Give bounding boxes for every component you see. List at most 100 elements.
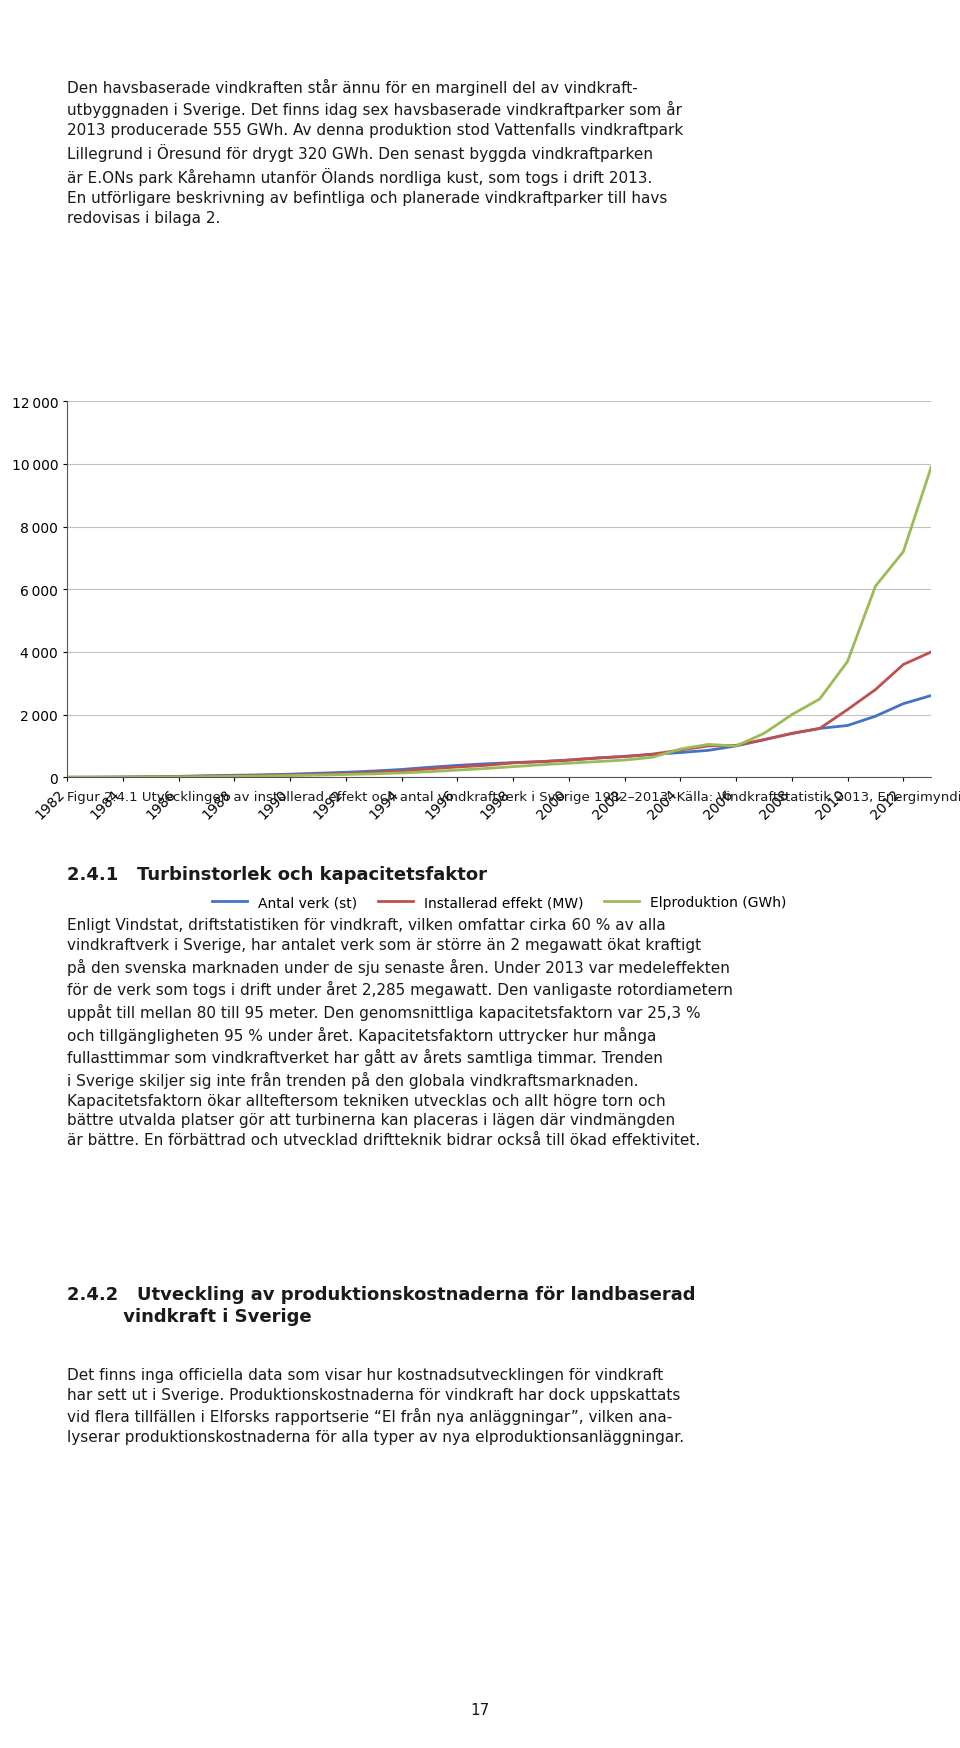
Elproduktion (GWh) <box>423 762 435 783</box>
Elproduktion (GWh) <box>312 766 324 787</box>
Elproduktion (GWh) <box>619 750 631 771</box>
Line: Elproduktion (GWh): Elproduktion (GWh) <box>67 468 931 778</box>
Antal verk (st) <box>508 753 519 774</box>
Antal verk (st) <box>284 764 296 785</box>
Legend: Antal verk (st), Installerad effekt (MW), Elproduktion (GWh): Antal verk (st), Installerad effekt (MW)… <box>206 890 792 916</box>
Line: Installerad effekt (MW): Installerad effekt (MW) <box>67 652 931 778</box>
Installerad effekt (MW) <box>731 736 742 757</box>
Line: Antal verk (st): Antal verk (st) <box>67 696 931 778</box>
Antal verk (st) <box>647 745 659 766</box>
Installerad effekt (MW) <box>814 718 826 739</box>
Text: Figur 2.4.1 Utvecklingen av installerad effekt och antal vindkraftverk i Sverige: Figur 2.4.1 Utvecklingen av installerad … <box>67 790 960 802</box>
Installerad effekt (MW) <box>201 766 212 787</box>
Installerad effekt (MW) <box>703 736 714 757</box>
Elproduktion (GWh) <box>451 760 463 781</box>
Installerad effekt (MW) <box>145 767 156 788</box>
Elproduktion (GWh) <box>228 766 240 787</box>
Installerad effekt (MW) <box>256 766 268 787</box>
Antal verk (st) <box>731 736 742 757</box>
Elproduktion (GWh) <box>508 757 519 778</box>
Antal verk (st) <box>675 743 686 764</box>
Antal verk (st) <box>925 685 937 706</box>
Elproduktion (GWh) <box>925 458 937 479</box>
Installerad effekt (MW) <box>312 764 324 785</box>
Installerad effekt (MW) <box>61 767 73 788</box>
Elproduktion (GWh) <box>758 724 770 745</box>
Antal verk (st) <box>479 753 491 774</box>
Antal verk (st) <box>758 731 770 752</box>
Installerad effekt (MW) <box>925 642 937 662</box>
Installerad effekt (MW) <box>675 739 686 760</box>
Antal verk (st) <box>898 694 909 715</box>
Antal verk (st) <box>591 748 603 769</box>
Elproduktion (GWh) <box>479 759 491 780</box>
Installerad effekt (MW) <box>284 766 296 787</box>
Installerad effekt (MW) <box>423 759 435 780</box>
Elproduktion (GWh) <box>536 755 547 776</box>
Elproduktion (GWh) <box>89 767 101 788</box>
Antal verk (st) <box>89 767 101 788</box>
Antal verk (st) <box>173 766 184 787</box>
Text: 2.4.2   Utveckling av produktionskostnaderna för landbaserad
         vindkraft : 2.4.2 Utveckling av produktionskostnader… <box>67 1285 696 1325</box>
Elproduktion (GWh) <box>564 753 575 774</box>
Text: Enligt Vindstat, driftstatistiken för vindkraft, vilken omfattar cirka 60 % av a: Enligt Vindstat, driftstatistiken för vi… <box>67 918 733 1147</box>
Installerad effekt (MW) <box>758 731 770 752</box>
Installerad effekt (MW) <box>340 764 351 785</box>
Elproduktion (GWh) <box>284 766 296 787</box>
Installerad effekt (MW) <box>368 762 379 783</box>
Installerad effekt (MW) <box>228 766 240 787</box>
Installerad effekt (MW) <box>536 752 547 773</box>
Antal verk (st) <box>842 715 853 736</box>
Antal verk (st) <box>564 750 575 771</box>
Text: Det finns inga officiella data som visar hur kostnadsutvecklingen för vindkraft
: Det finns inga officiella data som visar… <box>67 1367 684 1444</box>
Installerad effekt (MW) <box>786 724 798 745</box>
Elproduktion (GWh) <box>591 752 603 773</box>
Installerad effekt (MW) <box>396 760 407 781</box>
Antal verk (st) <box>619 746 631 767</box>
Installerad effekt (MW) <box>508 753 519 774</box>
Installerad effekt (MW) <box>591 748 603 769</box>
Elproduktion (GWh) <box>201 767 212 788</box>
Elproduktion (GWh) <box>703 734 714 755</box>
Elproduktion (GWh) <box>814 689 826 710</box>
Antal verk (st) <box>368 760 379 781</box>
Installerad effekt (MW) <box>479 755 491 776</box>
Installerad effekt (MW) <box>117 767 129 788</box>
Antal verk (st) <box>396 760 407 781</box>
Installerad effekt (MW) <box>870 680 881 701</box>
Elproduktion (GWh) <box>870 577 881 598</box>
Elproduktion (GWh) <box>396 762 407 783</box>
Elproduktion (GWh) <box>61 767 73 788</box>
Antal verk (st) <box>451 755 463 776</box>
Antal verk (st) <box>536 752 547 773</box>
Antal verk (st) <box>340 762 351 783</box>
Antal verk (st) <box>786 724 798 745</box>
Installerad effekt (MW) <box>564 750 575 771</box>
Text: 17: 17 <box>470 1701 490 1717</box>
Antal verk (st) <box>117 767 129 788</box>
Antal verk (st) <box>703 741 714 762</box>
Antal verk (st) <box>423 757 435 778</box>
Antal verk (st) <box>61 767 73 788</box>
Text: 2.4.1   Turbinstorlek och kapacitetsfaktor: 2.4.1 Turbinstorlek och kapacitetsfaktor <box>67 865 487 883</box>
Elproduktion (GWh) <box>842 652 853 673</box>
Installerad effekt (MW) <box>619 746 631 767</box>
Elproduktion (GWh) <box>786 704 798 725</box>
Installerad effekt (MW) <box>647 745 659 766</box>
Elproduktion (GWh) <box>898 542 909 563</box>
Installerad effekt (MW) <box>842 699 853 720</box>
Installerad effekt (MW) <box>451 757 463 778</box>
Elproduktion (GWh) <box>647 748 659 769</box>
Elproduktion (GWh) <box>340 764 351 785</box>
Elproduktion (GWh) <box>675 739 686 760</box>
Antal verk (st) <box>814 718 826 739</box>
Antal verk (st) <box>312 764 324 785</box>
Elproduktion (GWh) <box>173 767 184 788</box>
Installerad effekt (MW) <box>898 654 909 675</box>
Antal verk (st) <box>256 766 268 787</box>
Antal verk (st) <box>228 766 240 787</box>
Installerad effekt (MW) <box>173 767 184 788</box>
Elproduktion (GWh) <box>368 764 379 785</box>
Antal verk (st) <box>201 766 212 787</box>
Antal verk (st) <box>870 706 881 727</box>
